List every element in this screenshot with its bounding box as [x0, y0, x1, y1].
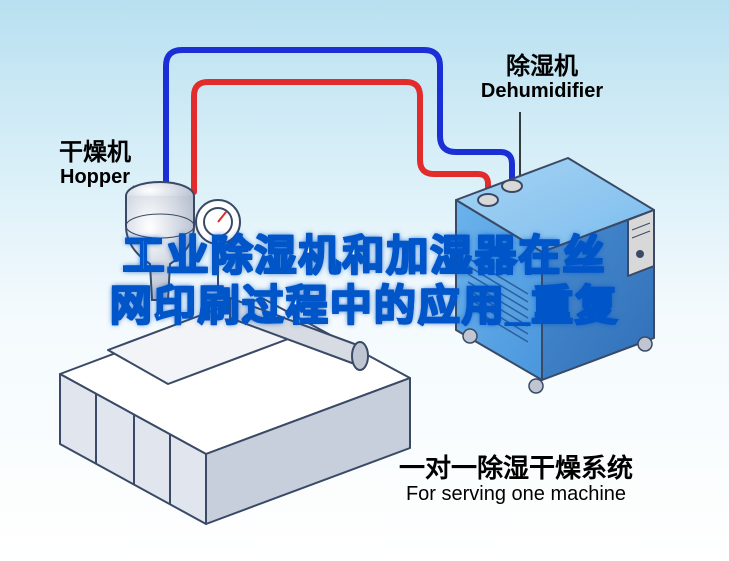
label-hopper: 干燥机 Hopper	[30, 140, 160, 188]
label-hopper-cn: 干燥机	[30, 140, 160, 166]
label-system: 一对一除湿干燥系统 For serving one machine	[336, 454, 696, 505]
label-system-cn: 一对一除湿干燥系统	[336, 454, 696, 483]
dehum-panel	[628, 210, 654, 276]
label-system-en: For serving one machine	[336, 483, 696, 505]
label-hopper-en: Hopper	[30, 166, 160, 188]
hopper-gauge-icon	[196, 200, 240, 288]
dehumidifier	[456, 158, 654, 393]
label-dehum-en: Dehumidifier	[432, 80, 652, 102]
hopper	[126, 182, 240, 300]
label-dehum-cn: 除湿机	[432, 54, 652, 80]
label-dehum: 除湿机 Dehumidifier	[432, 54, 652, 102]
diagram-canvas: 干燥机 Hopper 除湿机 Dehumidifier 一对一除湿干燥系统 Fo…	[0, 0, 729, 561]
